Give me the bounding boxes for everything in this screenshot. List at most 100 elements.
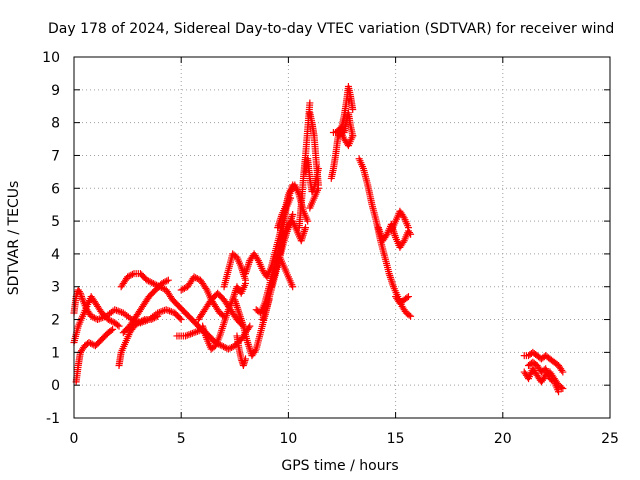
series-track-e <box>119 276 172 337</box>
series-track-ag <box>525 358 563 396</box>
y-tick-label: 5 <box>51 214 60 230</box>
data-point <box>128 270 136 278</box>
x-axis-tick-labels: 0 5 10 15 20 25 <box>70 431 619 447</box>
data-point <box>109 325 117 333</box>
series-track-v <box>306 109 322 189</box>
data-point <box>108 317 116 325</box>
series-track-ac <box>387 207 412 235</box>
y-axis-label: SDTVAR / TECUs <box>6 181 22 296</box>
data-point <box>106 316 114 324</box>
data-point <box>127 271 135 279</box>
chart-title: Day 178 of 2024, Sidereal Day-to-day VTE… <box>48 21 614 37</box>
data-point <box>176 314 184 322</box>
data-point <box>220 343 228 351</box>
data-point <box>95 315 103 323</box>
data-point <box>167 308 175 316</box>
series-track-k <box>220 250 250 291</box>
data-point <box>147 316 155 324</box>
data-point <box>107 326 115 334</box>
x-tick-label: 15 <box>387 431 405 447</box>
data-point <box>143 276 151 284</box>
data-point <box>559 368 567 376</box>
data-point <box>89 313 97 321</box>
data-point <box>193 327 201 335</box>
data-point <box>157 308 165 316</box>
data-point <box>183 331 191 339</box>
x-tick-label: 5 <box>177 431 186 447</box>
data-point <box>152 313 160 321</box>
data-point <box>164 276 172 284</box>
data-point <box>139 316 147 324</box>
data-point <box>382 232 390 240</box>
series-track-w <box>306 184 322 212</box>
data-point <box>146 278 154 286</box>
data-point <box>218 342 226 350</box>
data-point <box>193 275 201 283</box>
data-point <box>112 306 120 314</box>
y-tick-label: 10 <box>42 50 60 66</box>
data-point <box>97 314 105 322</box>
data-point <box>87 312 95 320</box>
y-tick-label: 8 <box>51 116 60 132</box>
data-point <box>403 294 411 302</box>
data-point <box>177 286 185 294</box>
data-point <box>399 238 407 246</box>
series-track-f <box>115 312 162 369</box>
data-point <box>306 99 314 107</box>
data-point <box>149 315 157 323</box>
data-point <box>94 316 102 324</box>
data-point <box>404 293 412 301</box>
data-point <box>246 322 254 330</box>
data-point <box>349 106 357 114</box>
x-tick-label: 10 <box>279 431 297 447</box>
data-point <box>138 317 146 325</box>
series-track-h <box>177 273 228 320</box>
y-tick-label: 7 <box>51 148 60 164</box>
data-point <box>161 278 169 286</box>
data-point <box>145 277 153 285</box>
data-point <box>304 217 312 225</box>
data-point <box>177 316 185 324</box>
grid-lines <box>74 57 610 418</box>
data-point <box>159 307 167 315</box>
data-point <box>407 230 415 238</box>
data-point <box>166 307 174 315</box>
data-point <box>114 321 122 329</box>
y-tick-label: 3 <box>51 280 60 296</box>
data-point <box>187 330 195 338</box>
series-track-c <box>72 325 117 386</box>
data-point <box>155 308 163 316</box>
data-point <box>114 307 122 315</box>
data-point <box>163 277 171 285</box>
data-point <box>136 318 144 326</box>
x-axis-label: GPS time / hours <box>281 458 398 474</box>
data-point <box>134 319 142 327</box>
data-point <box>407 312 415 320</box>
data-point <box>192 274 200 282</box>
data-point <box>404 224 412 232</box>
data-point <box>181 332 189 340</box>
series-track-r <box>274 181 312 232</box>
data-point <box>190 273 198 281</box>
data-point <box>242 355 250 363</box>
x-tick-label: 0 <box>70 431 79 447</box>
data-point <box>148 279 156 287</box>
data-point <box>185 331 193 339</box>
data-points <box>70 83 567 396</box>
data-point <box>251 347 259 355</box>
series-track-m <box>233 332 250 369</box>
y-axis-tick-labels: -1 0 1 2 3 4 5 6 7 8 9 10 <box>42 50 60 427</box>
axis-ticks <box>73 56 611 419</box>
data-point <box>349 132 357 140</box>
data-point <box>160 279 168 287</box>
data-point <box>158 279 166 287</box>
data-point <box>90 314 98 322</box>
data-point <box>190 329 198 337</box>
data-point <box>253 255 261 263</box>
series-track-s <box>276 217 310 258</box>
data-point <box>162 306 170 314</box>
y-tick-label: 0 <box>51 378 60 394</box>
data-point <box>150 314 158 322</box>
series-track-ae <box>520 348 567 376</box>
